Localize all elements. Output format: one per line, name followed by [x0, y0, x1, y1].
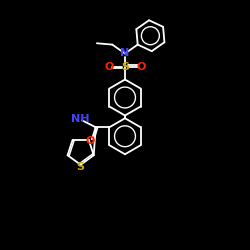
Text: O: O	[136, 62, 146, 72]
Text: NH: NH	[71, 114, 90, 124]
Text: S: S	[77, 162, 85, 172]
Text: N: N	[120, 48, 130, 58]
Text: S: S	[121, 62, 129, 72]
Text: O: O	[85, 136, 94, 146]
Text: O: O	[104, 62, 114, 72]
